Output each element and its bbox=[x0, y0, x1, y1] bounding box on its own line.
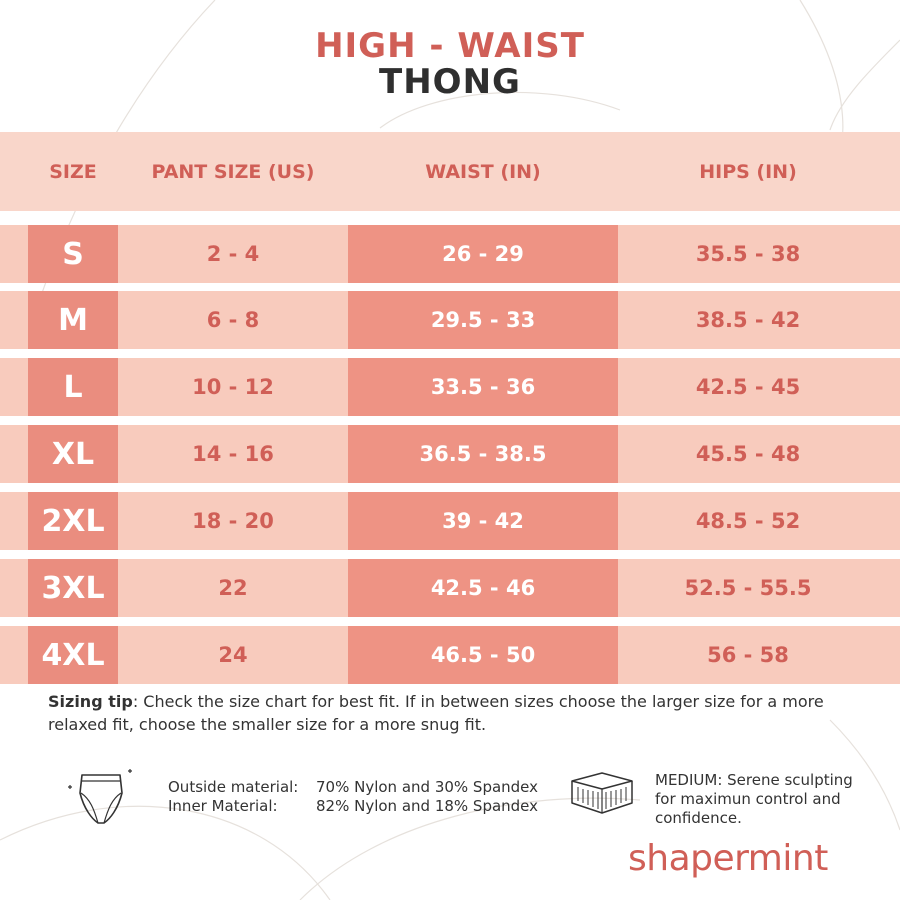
hips-cell: 52.5 - 55.5 bbox=[684, 576, 812, 600]
table-header-band bbox=[0, 132, 900, 211]
waist-cell: 33.5 - 36 bbox=[348, 358, 618, 416]
inner-material-label: Inner Material: bbox=[168, 797, 278, 815]
hips-cell: 45.5 - 48 bbox=[695, 442, 801, 466]
hips-cell: 56 - 58 bbox=[707, 643, 789, 667]
chart-subtitle: THONG bbox=[379, 62, 521, 102]
pant-cell: 18 - 20 bbox=[192, 509, 274, 533]
header-waist: WAIST (IN) bbox=[425, 160, 541, 183]
size-cell: L bbox=[28, 358, 118, 416]
size-cell: S bbox=[28, 225, 118, 283]
chart-title: HIGH - WAIST bbox=[315, 26, 585, 66]
waist-cell: 36.5 - 38.5 bbox=[348, 425, 618, 483]
hips-cell: 38.5 - 42 bbox=[695, 308, 801, 332]
waist-cell: 39 - 42 bbox=[348, 492, 618, 550]
header-pant-size: PANT SIZE (US) bbox=[151, 160, 315, 183]
pant-cell: 24 bbox=[218, 643, 248, 667]
pant-cell: 10 - 12 bbox=[192, 375, 274, 399]
pant-cell: 22 bbox=[218, 576, 248, 600]
waist-cell: 29.5 - 33 bbox=[348, 291, 618, 349]
hips-cell: 48.5 - 52 bbox=[695, 509, 801, 533]
size-cell: 2XL bbox=[28, 492, 118, 550]
waist-cell: 46.5 - 50 bbox=[348, 626, 618, 684]
size-cell: XL bbox=[28, 425, 118, 483]
compression-description: MEDIUM: Serene sculpting for maximun con… bbox=[655, 771, 853, 827]
size-cell: M bbox=[28, 291, 118, 349]
sizing-tip-label: Sizing tip bbox=[48, 692, 133, 711]
header-size: SIZE bbox=[49, 160, 97, 183]
size-cell: 3XL bbox=[28, 559, 118, 617]
pant-cell: 6 - 8 bbox=[206, 308, 260, 332]
size-cell: 4XL bbox=[28, 626, 118, 684]
layered-fabric-icon bbox=[571, 772, 633, 814]
waist-cell: 42.5 - 46 bbox=[348, 559, 618, 617]
hips-cell: 35.5 - 38 bbox=[695, 242, 801, 266]
sizing-tip: Sizing tip: Check the size chart for bes… bbox=[48, 690, 868, 736]
pant-cell: 14 - 16 bbox=[192, 442, 274, 466]
outside-material-value: 70% Nylon and 30% Spandex bbox=[316, 778, 539, 796]
inner-material-value: 82% Nylon and 18% Spandex bbox=[316, 797, 539, 815]
high-waist-brief-icon bbox=[68, 769, 132, 824]
pant-cell: 2 - 4 bbox=[206, 242, 260, 266]
hips-cell: 42.5 - 45 bbox=[695, 375, 801, 399]
outside-material-label: Outside material: bbox=[168, 778, 299, 796]
waist-cell: 26 - 29 bbox=[348, 225, 618, 283]
sizing-tip-text: : Check the size chart for best fit. If … bbox=[48, 692, 824, 734]
header-hips: HIPS (IN) bbox=[699, 160, 797, 183]
brand-logo: shapermint bbox=[628, 838, 828, 879]
